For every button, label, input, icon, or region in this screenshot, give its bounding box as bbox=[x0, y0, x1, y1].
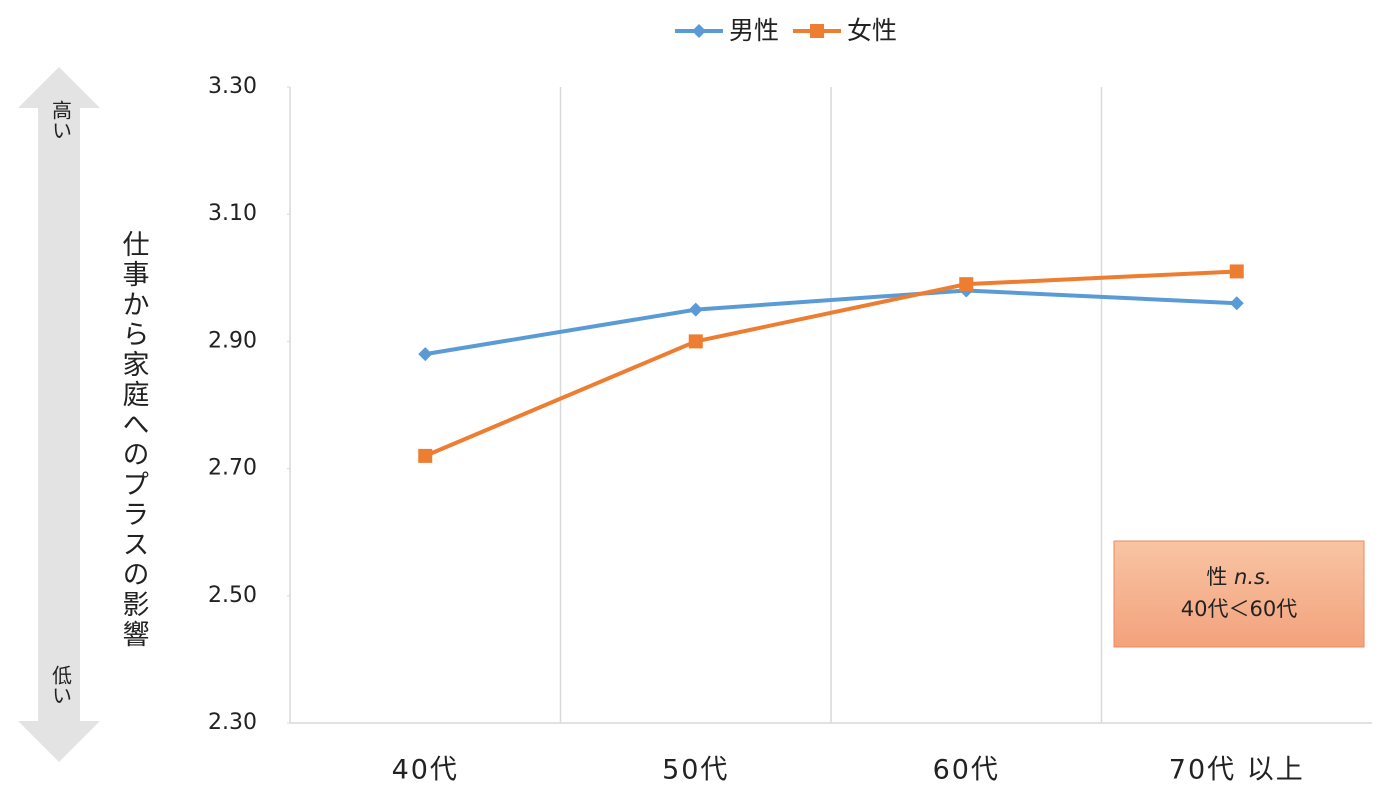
marker bbox=[692, 24, 706, 38]
y-tick-label: 3.30 bbox=[208, 74, 257, 99]
high-label: 高い bbox=[49, 100, 73, 140]
annotation-text: 40代＜60代 bbox=[1181, 597, 1297, 621]
annotation-box bbox=[1113, 540, 1365, 648]
marker bbox=[688, 334, 703, 349]
legend-label: 男性 bbox=[729, 16, 779, 45]
marker bbox=[418, 448, 433, 463]
marker bbox=[418, 347, 433, 362]
y-tick-label: 3.10 bbox=[208, 201, 257, 226]
marker bbox=[810, 24, 825, 38]
x-tick-label: 50代 bbox=[662, 755, 729, 786]
annotation-text: n.s. bbox=[1234, 565, 1272, 589]
annotation-line: 性 n.s. bbox=[1206, 565, 1271, 589]
annotation-text: 性 bbox=[1206, 565, 1227, 589]
y-axis-label: 仕事から家庭へのプラスの影響 bbox=[118, 230, 150, 650]
y-tick-label: 2.90 bbox=[208, 328, 257, 353]
series-line bbox=[424, 269, 1237, 458]
marker bbox=[1229, 264, 1244, 279]
x-tick-label: 40代 bbox=[392, 755, 459, 786]
marker bbox=[688, 302, 703, 317]
legend-label: 女性 bbox=[847, 16, 897, 45]
y-tick-label: 2.50 bbox=[208, 583, 257, 608]
marker bbox=[959, 277, 974, 292]
low-label: 低い bbox=[49, 665, 73, 705]
scale-arrow bbox=[18, 67, 100, 762]
y-tick-label: 2.30 bbox=[208, 710, 257, 735]
marker bbox=[1229, 296, 1244, 311]
series-line bbox=[424, 288, 1237, 357]
x-tick-label: 60代 bbox=[933, 755, 1000, 786]
x-tick-label: 70代 以上 bbox=[1169, 755, 1305, 786]
y-tick-label: 2.70 bbox=[208, 456, 257, 481]
